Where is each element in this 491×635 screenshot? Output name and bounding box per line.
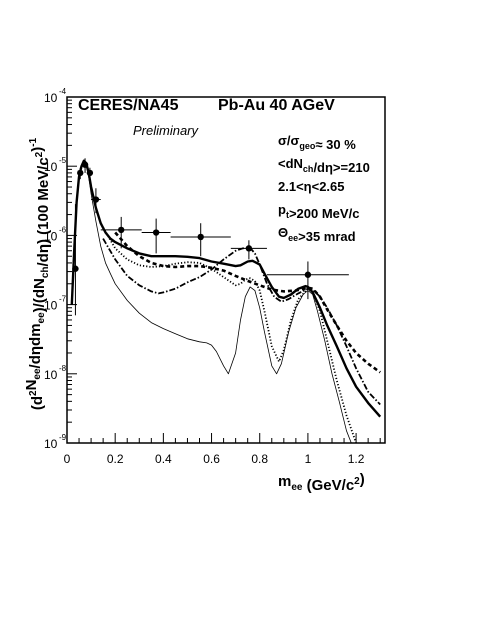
series-dash-dot-curve — [102, 238, 381, 406]
y-tick-base: 10 — [44, 437, 58, 451]
x-tick-label: 0.8 — [251, 452, 268, 466]
experiment-title: CERES/NA45 — [78, 97, 179, 114]
y-axis-title-part: ee — [36, 312, 47, 324]
annotation-line: 2.1<η<2.65 — [278, 179, 345, 194]
x-axis-title-part: ee — [291, 482, 303, 493]
y-axis-title-part: (d — [29, 396, 46, 410]
annotation-text: Θ — [278, 225, 288, 240]
y-axis-title-part: 2 — [28, 390, 39, 396]
y-axis-title-part: /dη) (100 MeV/c — [35, 157, 52, 266]
data-point — [77, 167, 84, 180]
y-tick-label: 10 -6 — [44, 225, 67, 243]
y-tick-label: 10 -5 — [44, 156, 67, 174]
annotation-line: <dNch/dη>=210 — [278, 156, 370, 175]
y-axis-title-part: -1 — [28, 137, 39, 146]
data-marker — [197, 233, 204, 241]
y-axis-title-part: N — [23, 380, 40, 391]
y-tick-label: 10 -8 — [44, 364, 67, 382]
data-marker — [245, 245, 253, 252]
annotation-text: ≈ 30 % — [315, 137, 356, 152]
annotation-line: Θee>35 mrad — [278, 225, 356, 244]
x-axis-title-part: m — [278, 473, 291, 490]
y-axis-title: (d2Nee/dηdmee)/(dNch/dη) (100 MeV/c2)-1 — [23, 137, 52, 410]
annotation-line: pt>200 MeV/c — [278, 202, 359, 221]
x-tick-labels: 0 0.2 0.4 0.6 0.8 1 1.2 — [64, 452, 365, 466]
x-axis-title: mee (GeV/c2) — [278, 471, 365, 494]
x-tick-label: 0.2 — [107, 452, 124, 466]
data-marker — [77, 169, 84, 177]
y-tick-base: 10 — [44, 368, 58, 382]
annotation-text: >35 mrad — [298, 229, 356, 244]
annotation-subscript: ch — [303, 164, 314, 174]
y-tick-label: 10 -9 — [44, 433, 67, 451]
data-marker — [304, 271, 312, 278]
y-tick-exponent: -4 — [59, 87, 67, 96]
data-point — [86, 167, 94, 180]
data-points-layer — [72, 158, 349, 316]
data-point — [100, 216, 142, 249]
y-tick-exponent: -6 — [59, 225, 67, 234]
y-tick-labels: 10-910-810-710-610-510-4 — [44, 87, 67, 451]
series-thick-dashed-curve — [114, 231, 381, 374]
series-dotted-curve — [102, 227, 358, 443]
annotation-line: σ/σgeo≈ 30 % — [278, 133, 356, 152]
y-tick-base: 10 — [44, 229, 58, 243]
series-thick-solid-curve — [70, 159, 382, 418]
data-marker — [81, 161, 89, 168]
plot-frame — [66, 96, 386, 444]
y-tick-exponent: -7 — [59, 295, 67, 304]
y-tick-base: 10 — [44, 160, 58, 174]
y-tick-exponent: -8 — [59, 364, 67, 373]
data-point — [81, 158, 89, 173]
annotation-text: σ/σ — [278, 133, 300, 148]
data-point — [170, 223, 231, 257]
data-point — [266, 261, 349, 300]
annotation-block: σ/σgeo≈ 30 % <dNch/dη>=210 2.1<η<2.65 pt>20… — [278, 133, 370, 244]
annotation-subscript: ee — [288, 233, 298, 243]
annotation-subscript: geo — [299, 141, 316, 151]
x-axis-title-part: ) — [360, 471, 365, 488]
data-point — [141, 218, 171, 254]
y-axis-title-part: ch — [40, 267, 51, 279]
x-axis-title-part: 2 — [354, 476, 360, 487]
y-axis-title-part: ee — [32, 368, 43, 380]
data-marker — [86, 169, 94, 177]
data-marker — [72, 265, 79, 272]
series-thin-solid-curve — [71, 161, 352, 443]
y-tick-exponent: -5 — [59, 156, 67, 165]
x-tick-label: 1 — [305, 452, 312, 466]
x-tick-label: 1.2 — [348, 452, 365, 466]
y-axis-title-part: 2 — [34, 151, 45, 157]
y-tick-base: 10 — [44, 299, 58, 313]
data-marker — [152, 229, 160, 236]
y-axis-title-part: ) — [29, 147, 46, 152]
data-point — [230, 240, 267, 260]
x-tick-label: 0.6 — [203, 452, 220, 466]
data-point — [91, 188, 101, 214]
preliminary-label: Preliminary — [133, 123, 200, 138]
y-axis-title-part: /dηdm — [27, 323, 44, 368]
data-marker — [118, 226, 125, 234]
annotation-subscript: t — [286, 210, 289, 220]
data-point — [72, 204, 79, 316]
y-tick-exponent: -9 — [59, 433, 67, 442]
annotation-text: <dN — [278, 156, 303, 171]
y-tick-label: 10 -7 — [44, 295, 67, 313]
x-tick-label: 0.4 — [155, 452, 172, 466]
annotation-text: 2.1<η<2.65 — [278, 179, 345, 194]
y-tick-label: 10 -4 — [44, 87, 67, 105]
annotation-text: >200 MeV/c — [289, 206, 359, 221]
annotation-text: p — [278, 202, 286, 217]
system-title: Pb-Au 40 AGeV — [218, 97, 335, 114]
y-tick-base: 10 — [44, 91, 58, 105]
annotation-text: /dη>=210 — [313, 160, 369, 175]
y-axis-title-part: )/(dN — [31, 278, 48, 312]
data-marker — [92, 196, 100, 203]
x-tick-label: 0 — [64, 452, 71, 466]
x-axis-title-part: (GeV/c — [302, 477, 354, 494]
